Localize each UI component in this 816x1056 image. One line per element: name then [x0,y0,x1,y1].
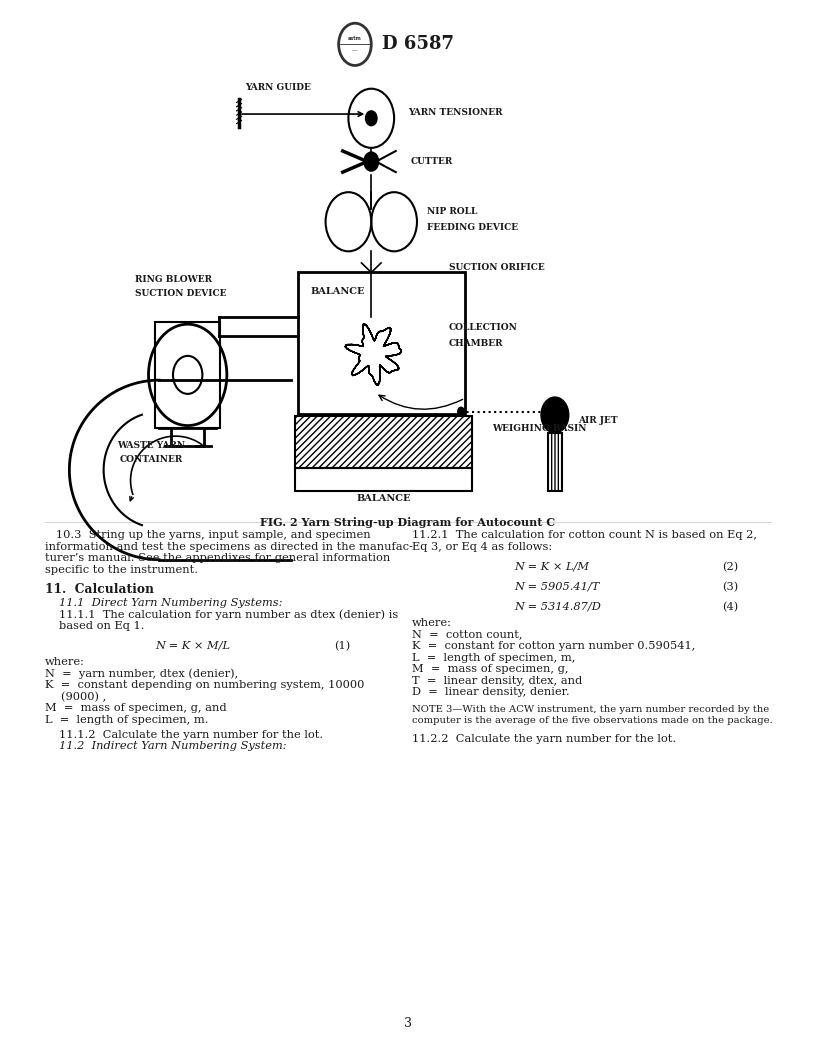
Text: turer’s manual. See the appendixes for general information: turer’s manual. See the appendixes for g… [45,553,390,563]
Text: M  =  mass of specimen, g,: M = mass of specimen, g, [412,664,569,674]
Text: (2): (2) [722,562,738,572]
Bar [298,272,465,414]
Text: M  =  mass of specimen, g, and: M = mass of specimen, g, and [45,703,227,713]
Text: N = K × L/M: N = K × L/M [514,562,589,571]
Text: 3: 3 [404,1017,412,1030]
Text: T  =  linear density, dtex, and: T = linear density, dtex, and [412,676,583,685]
Text: CONTAINER: CONTAINER [119,455,183,464]
Text: AIR JET: AIR JET [578,416,618,425]
Text: 11.2.1  The calculation for cotton count N is based on Eq 2,: 11.2.1 The calculation for cotton count … [412,530,757,540]
Text: FEEDING DEVICE: FEEDING DEVICE [427,223,518,231]
Text: Eq 3, or Eq 4 as follows:: Eq 3, or Eq 4 as follows: [412,542,552,551]
Text: 10.3  String up the yarns, input sample, and specimen: 10.3 String up the yarns, input sample, … [45,530,370,540]
Text: SUCTION DEVICE: SUCTION DEVICE [135,289,226,298]
Text: where:: where: [45,657,85,666]
Text: FIG. 2 Yarn String-up Diagram for Autocount C: FIG. 2 Yarn String-up Diagram for Autoco… [260,517,556,528]
Text: N = K × M/L: N = K × M/L [155,641,230,650]
Circle shape [364,152,379,171]
Circle shape [366,111,377,126]
Text: D 6587: D 6587 [382,35,454,54]
Text: CHAMBER: CHAMBER [449,339,503,347]
Text: WEIGHING BASIN: WEIGHING BASIN [492,425,587,433]
Text: information and test the specimens as directed in the manufac-: information and test the specimens as di… [45,542,413,551]
Bar [548,433,562,491]
Text: SUCTION ORIFICE: SUCTION ORIFICE [449,263,544,271]
Text: —: — [353,49,357,53]
Text: BALANCE: BALANCE [357,494,410,504]
Text: L  =  length of specimen, m.: L = length of specimen, m. [45,715,208,724]
Text: specific to the instrument.: specific to the instrument. [45,565,197,574]
Text: CUTTER: CUTTER [410,157,453,166]
Text: YARN GUIDE: YARN GUIDE [245,82,311,92]
Text: L  =  length of specimen, m,: L = length of specimen, m, [412,653,575,662]
Text: (4): (4) [722,602,738,612]
Circle shape [457,407,465,417]
Text: (1): (1) [335,641,351,652]
Text: (3): (3) [722,582,738,592]
Bar [295,416,472,468]
Text: COLLECTION: COLLECTION [449,323,517,332]
Text: N  =  yarn number, dtex (denier),: N = yarn number, dtex (denier), [45,668,238,679]
Text: astm: astm [348,36,361,40]
Text: 11.2  Indirect Yarn Numbering System:: 11.2 Indirect Yarn Numbering System: [59,741,286,751]
Text: YARN TENSIONER: YARN TENSIONER [408,109,503,117]
Circle shape [541,397,569,433]
Text: N = 5905.41/T: N = 5905.41/T [514,582,600,591]
Text: RING BLOWER: RING BLOWER [135,276,211,284]
Bar [155,322,220,428]
Text: NIP ROLL: NIP ROLL [427,207,477,215]
Text: computer is the average of the five observations made on the package.: computer is the average of the five obse… [412,716,773,725]
Text: WASTE YARN: WASTE YARN [117,441,185,450]
Text: D  =  linear density, denier.: D = linear density, denier. [412,687,570,697]
Text: N = 5314.87/D: N = 5314.87/D [514,602,601,611]
Text: based on Eq 1.: based on Eq 1. [59,621,144,630]
Text: (9000) ,: (9000) , [61,692,106,702]
Text: 11.1.1  The calculation for yarn number as dtex (denier) is: 11.1.1 The calculation for yarn number a… [59,609,398,620]
Text: NOTE 3—With the ACW instrument, the yarn number recorded by the: NOTE 3—With the ACW instrument, the yarn… [412,705,769,715]
Text: K  =  constant depending on numbering system, 10000: K = constant depending on numbering syst… [45,680,364,690]
Text: N  =  cotton count,: N = cotton count, [412,629,522,639]
Text: BALANCE: BALANCE [310,287,365,296]
Text: where:: where: [412,618,452,627]
Bar [295,468,472,491]
Text: 11.1  Direct Yarn Numbering Systems:: 11.1 Direct Yarn Numbering Systems: [59,598,282,607]
Text: 11.1.2  Calculate the yarn number for the lot.: 11.1.2 Calculate the yarn number for the… [59,730,323,739]
Text: K  =  constant for cotton yarn number 0.590541,: K = constant for cotton yarn number 0.59… [412,641,695,650]
Text: 11.  Calculation: 11. Calculation [45,583,154,596]
Text: 11.2.2  Calculate the yarn number for the lot.: 11.2.2 Calculate the yarn number for the… [412,734,676,743]
